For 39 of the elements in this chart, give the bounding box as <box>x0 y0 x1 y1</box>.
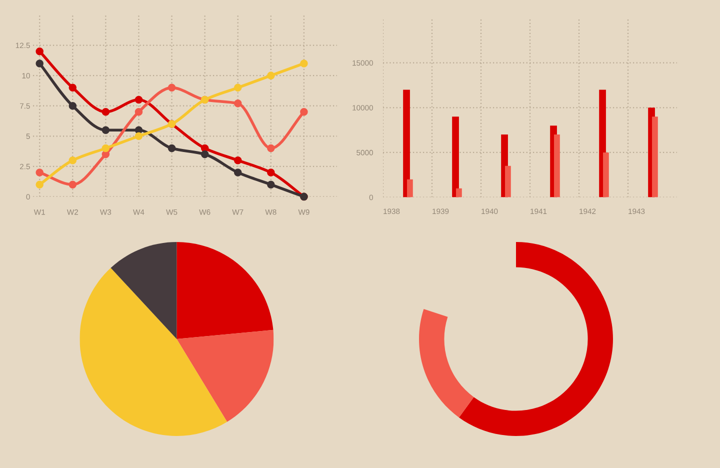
point <box>234 168 242 176</box>
point <box>68 84 77 92</box>
point <box>102 144 110 152</box>
point <box>300 108 308 116</box>
bar <box>403 90 410 198</box>
point <box>134 96 143 104</box>
point <box>36 168 44 176</box>
point <box>267 144 275 152</box>
pie-slice <box>176 242 274 339</box>
point <box>267 180 275 188</box>
point <box>234 156 242 164</box>
point <box>300 60 308 68</box>
point <box>36 47 44 56</box>
point <box>68 180 77 188</box>
pie-slice <box>176 330 274 422</box>
bar <box>452 116 459 198</box>
point <box>102 126 110 134</box>
pie-slice <box>80 268 228 436</box>
bar <box>505 166 511 198</box>
bar <box>407 179 413 198</box>
point <box>68 156 77 164</box>
bar <box>603 152 609 198</box>
point <box>267 72 275 80</box>
pie-slice <box>110 242 177 339</box>
point <box>267 168 275 176</box>
point <box>102 108 110 116</box>
bar <box>456 188 462 198</box>
point <box>168 84 176 92</box>
point <box>234 84 242 92</box>
point <box>168 144 176 152</box>
point <box>36 60 44 68</box>
point <box>134 132 143 140</box>
point <box>134 108 143 116</box>
point <box>68 102 77 110</box>
point <box>36 180 44 188</box>
point <box>234 100 242 108</box>
bar <box>652 116 658 198</box>
point <box>200 150 209 158</box>
bar <box>554 134 560 198</box>
